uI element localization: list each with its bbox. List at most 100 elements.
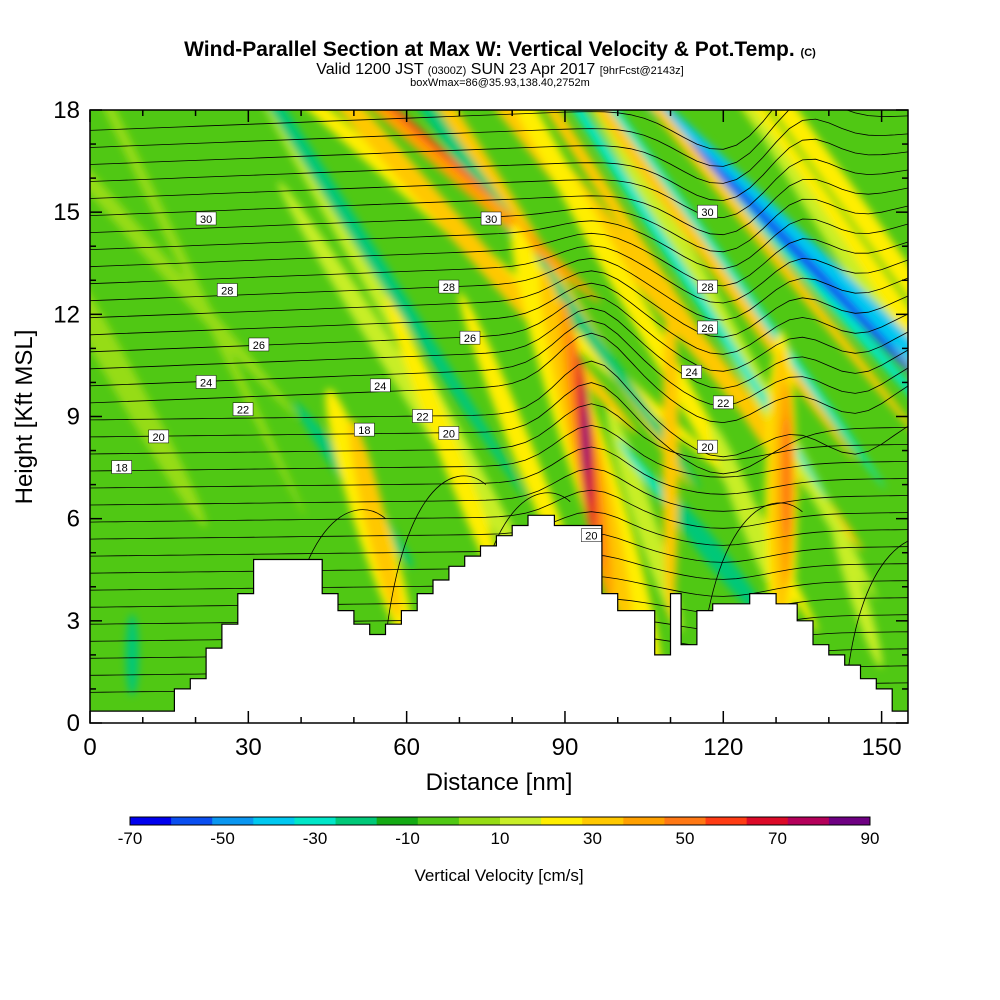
isentrope-line (90, 158, 908, 219)
contour-label-text: 26 (701, 323, 713, 335)
contour-label-text: 22 (416, 412, 428, 424)
isentrope-line (90, 118, 908, 184)
contour-label: 18 (111, 460, 132, 475)
y-tick-label: 9 (67, 404, 80, 431)
isentrope-line (844, 540, 908, 706)
x-tick-label: 90 (552, 734, 579, 761)
colorbar-tick-label: -30 (303, 829, 328, 848)
contour-label: 22 (232, 402, 254, 417)
isentrope-line (90, 138, 908, 201)
velocity-band (689, 140, 908, 387)
colorbar-swatch (828, 817, 871, 825)
velocity-band (384, 292, 513, 609)
colorbar-tick-label: -50 (210, 829, 235, 848)
contour-label-text: 30 (200, 214, 212, 226)
colorbar-swatch (664, 817, 707, 825)
isentrope-line (90, 218, 908, 270)
contour-label-text: 20 (443, 429, 455, 441)
colorbar-swatch (294, 817, 337, 825)
contour-label-text: 30 (701, 207, 713, 219)
contour-label-text: 24 (374, 381, 386, 393)
colorbar-swatch (171, 817, 213, 825)
x-axis-label: Distance [nm] (426, 769, 573, 796)
velocity-band (583, 406, 589, 475)
terrain (90, 514, 908, 723)
contour-label: 20 (581, 528, 602, 543)
chart-subtitle: Valid 1200 JST (0300Z) SUN 23 Apr 2017 [… (316, 61, 684, 78)
contour-label-text: 26 (464, 333, 476, 345)
velocity-band (581, 110, 908, 459)
colorbar-tick-label: 70 (768, 829, 787, 848)
colorbar-tick-label: -10 (395, 829, 420, 848)
isentrope-line (90, 332, 908, 424)
contour-label-text: 26 (253, 340, 265, 352)
x-tick-label: 0 (83, 734, 96, 761)
contour-label: 20 (438, 426, 460, 441)
chart-box-info: boxWmax=86@35.93,138.40,2752m (410, 77, 590, 89)
y-tick-label: 15 (53, 199, 80, 226)
contour-label: 30 (480, 211, 502, 226)
contour-label-text: 20 (585, 531, 597, 543)
colorbar-swatch (787, 817, 830, 825)
contour-label: 30 (697, 204, 718, 219)
colorbar-swatch (582, 817, 624, 825)
velocity-band (385, 110, 819, 633)
isentrope-line (90, 232, 908, 287)
colorbar-swatch (705, 817, 748, 825)
chart-title: Wind-Parallel Section at Max W: Vertical… (184, 38, 816, 61)
colorbar-tick-label: 10 (491, 829, 510, 848)
contour-label-text: 24 (686, 367, 698, 379)
y-axis: 0 3 6 9 12 15 18 (53, 97, 908, 737)
colorbar-tick-label: 30 (583, 829, 602, 848)
isentrope-line (90, 446, 908, 495)
x-tick-label: 60 (393, 734, 420, 761)
velocity-band (609, 110, 908, 517)
contour-label-text: 30 (485, 214, 497, 226)
contour-label-text: 28 (221, 285, 233, 297)
velocity-band (828, 505, 883, 668)
colorbar-swatch (623, 817, 665, 825)
colorbar-swatch (458, 817, 501, 825)
isentrope-line (90, 307, 908, 389)
isentrope-line (90, 110, 908, 167)
colorbar-swatch (376, 817, 419, 825)
contour-label: 28 (438, 279, 460, 294)
isentrope-line (90, 360, 908, 458)
colorbar-swatch (212, 817, 254, 825)
isentrope-line (90, 489, 908, 529)
colorbar: -70 -50 -30 -10 10 30 50 70 90 (118, 816, 879, 848)
contour-label: 20 (148, 429, 169, 444)
velocity-band (125, 614, 139, 696)
y-tick-label: 0 (67, 710, 80, 737)
velocity-band (340, 110, 494, 199)
colorbar-swatch (417, 817, 460, 825)
colorbar-swatch (130, 817, 172, 825)
colorbar-swatch (253, 817, 295, 825)
x-tick-label: 30 (235, 734, 262, 761)
contour-label: 30 (195, 211, 217, 226)
x-tick-label: 120 (703, 734, 743, 761)
isentrope-line (90, 245, 908, 304)
contour-label: 20 (697, 439, 718, 454)
y-tick-label: 12 (53, 301, 80, 328)
contour-label-text: 28 (701, 282, 713, 294)
colorbar-label: Vertical Velocity [cm/s] (414, 866, 583, 885)
contour-label: 22 (713, 395, 734, 410)
contour-label-text: 20 (152, 432, 164, 444)
contour-label: 28 (697, 279, 718, 294)
isentrope-line (90, 320, 908, 406)
contour-label-text: 22 (237, 405, 249, 417)
contour-label: 26 (248, 337, 270, 352)
velocity-band (658, 485, 767, 620)
isentrope-line (90, 295, 908, 372)
contour-label-text: 18 (358, 425, 370, 437)
y-axis-label: Height [Kft MSL] (11, 330, 38, 505)
contour-label: 24 (681, 364, 702, 379)
y-tick-label: 3 (67, 608, 80, 635)
isentrope-line (90, 282, 908, 355)
contour-label-text: 22 (717, 398, 729, 410)
y-tick-label: 18 (53, 97, 80, 124)
contour-label: 24 (195, 375, 217, 389)
